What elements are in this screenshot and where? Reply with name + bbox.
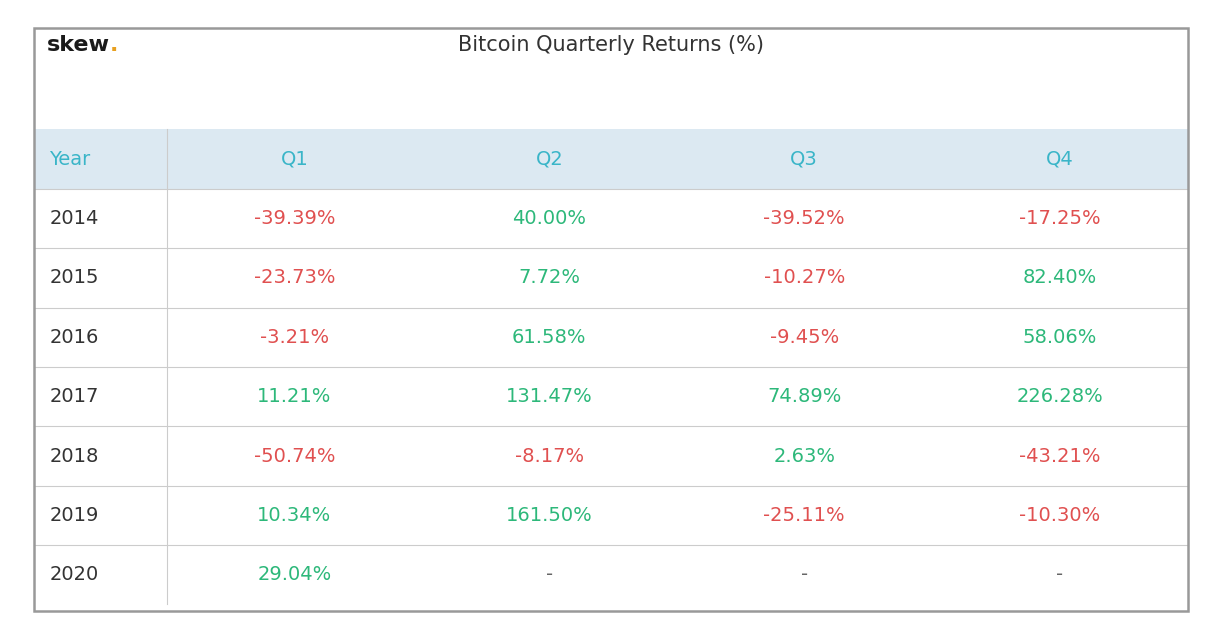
Text: Bitcoin Quarterly Returns (%): Bitcoin Quarterly Returns (%) bbox=[458, 35, 764, 55]
Text: 61.58%: 61.58% bbox=[512, 327, 587, 346]
Text: 2018: 2018 bbox=[49, 447, 99, 466]
Text: 131.47%: 131.47% bbox=[506, 387, 593, 406]
Text: 74.89%: 74.89% bbox=[767, 387, 842, 406]
FancyBboxPatch shape bbox=[34, 427, 1188, 486]
FancyBboxPatch shape bbox=[34, 189, 1188, 248]
Text: -23.73%: -23.73% bbox=[254, 268, 335, 287]
Text: Q3: Q3 bbox=[791, 150, 818, 168]
Text: 2017: 2017 bbox=[49, 387, 99, 406]
Text: 11.21%: 11.21% bbox=[257, 387, 331, 406]
Text: -10.27%: -10.27% bbox=[764, 268, 844, 287]
FancyBboxPatch shape bbox=[34, 307, 1188, 367]
Text: Q1: Q1 bbox=[281, 150, 308, 168]
Text: .: . bbox=[110, 35, 119, 55]
Text: 29.04%: 29.04% bbox=[257, 565, 331, 584]
Text: -10.30%: -10.30% bbox=[1019, 506, 1100, 525]
Text: 2020: 2020 bbox=[49, 565, 99, 584]
Text: Q4: Q4 bbox=[1046, 150, 1074, 168]
Text: -: - bbox=[546, 565, 552, 584]
Text: 2.63%: 2.63% bbox=[774, 447, 835, 466]
Text: 226.28%: 226.28% bbox=[1017, 387, 1103, 406]
Text: 40.00%: 40.00% bbox=[512, 209, 587, 228]
Text: -: - bbox=[1056, 565, 1063, 584]
FancyBboxPatch shape bbox=[34, 545, 1188, 604]
FancyBboxPatch shape bbox=[34, 129, 1188, 189]
Text: -8.17%: -8.17% bbox=[514, 447, 584, 466]
Text: 2014: 2014 bbox=[49, 209, 99, 228]
Text: -39.39%: -39.39% bbox=[254, 209, 335, 228]
Text: 7.72%: 7.72% bbox=[518, 268, 580, 287]
Text: -43.21%: -43.21% bbox=[1019, 447, 1101, 466]
Text: -: - bbox=[800, 565, 808, 584]
Text: -39.52%: -39.52% bbox=[764, 209, 846, 228]
FancyBboxPatch shape bbox=[34, 248, 1188, 307]
Text: 10.34%: 10.34% bbox=[257, 506, 331, 525]
Text: Q2: Q2 bbox=[535, 150, 563, 168]
Text: 58.06%: 58.06% bbox=[1023, 327, 1097, 346]
Text: 161.50%: 161.50% bbox=[506, 506, 593, 525]
Text: 2015: 2015 bbox=[49, 268, 99, 287]
Text: 2019: 2019 bbox=[49, 506, 99, 525]
FancyBboxPatch shape bbox=[34, 486, 1188, 545]
Text: -3.21%: -3.21% bbox=[260, 327, 329, 346]
Text: -9.45%: -9.45% bbox=[770, 327, 838, 346]
Text: -50.74%: -50.74% bbox=[254, 447, 335, 466]
Text: -17.25%: -17.25% bbox=[1019, 209, 1101, 228]
Text: -25.11%: -25.11% bbox=[764, 506, 846, 525]
Text: 82.40%: 82.40% bbox=[1023, 268, 1097, 287]
Text: Year: Year bbox=[49, 150, 90, 168]
Text: 2016: 2016 bbox=[49, 327, 99, 346]
FancyBboxPatch shape bbox=[34, 367, 1188, 427]
Text: skew: skew bbox=[46, 35, 110, 55]
